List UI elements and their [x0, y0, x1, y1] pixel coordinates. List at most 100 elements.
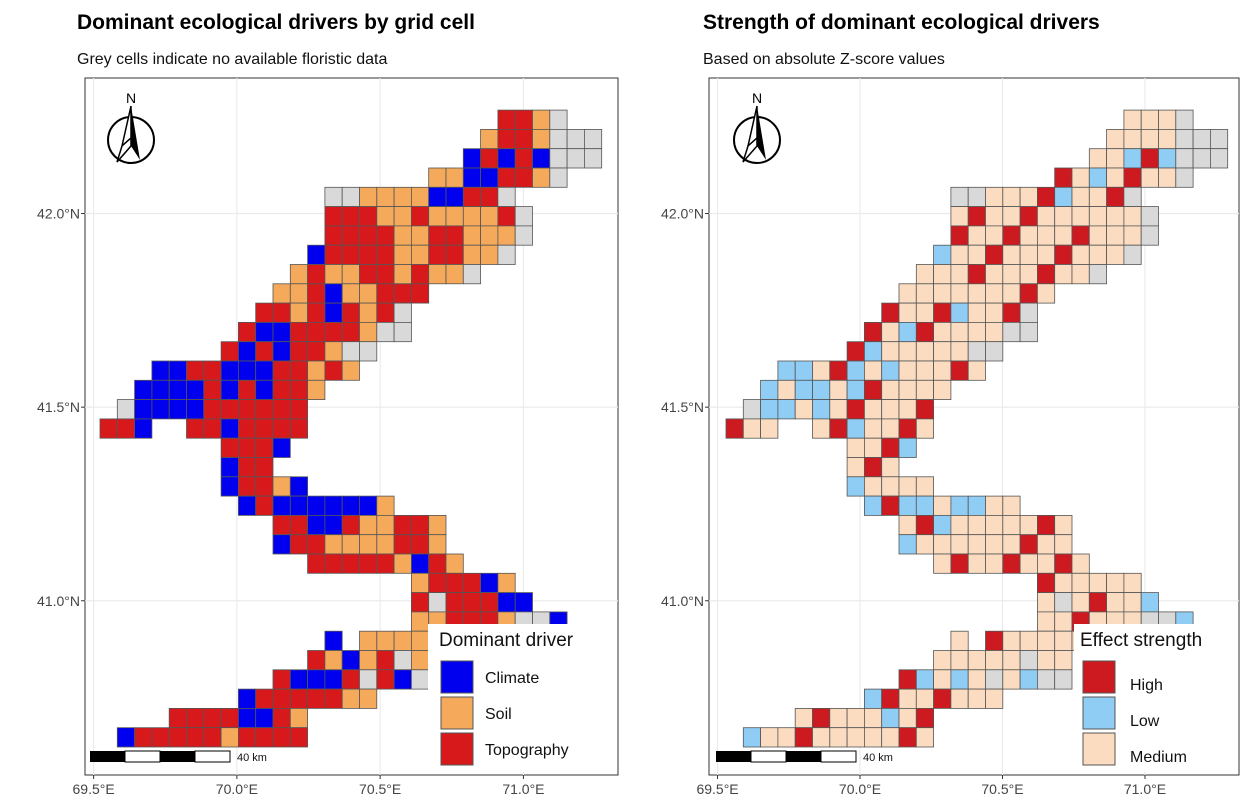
grid-cell — [289, 669, 308, 690]
grid-cell — [532, 167, 551, 188]
grid-cell — [1002, 264, 1021, 285]
grid-cell — [220, 476, 239, 497]
grid-cell — [950, 688, 969, 709]
grid-cell — [1054, 534, 1073, 555]
grid-cell — [324, 321, 343, 343]
grid-cell — [324, 206, 343, 227]
grid-cell — [1002, 553, 1021, 574]
grid-cell — [1037, 283, 1056, 304]
grid-cell — [341, 283, 360, 304]
grid-cell — [846, 727, 865, 748]
grid-cell — [410, 264, 430, 285]
grid-cell — [220, 457, 239, 478]
grid-cell — [985, 264, 1004, 285]
grid-cell — [1106, 592, 1125, 613]
x-tick-label: 71.0°E — [502, 781, 544, 797]
grid-cell — [393, 515, 412, 536]
grid-cell — [881, 379, 900, 400]
grid-cell — [846, 476, 865, 497]
grid-cell — [1002, 650, 1021, 671]
grid-cell — [186, 708, 205, 729]
grid-cell — [289, 264, 308, 285]
grid-cell — [255, 341, 274, 362]
grid-cell — [393, 244, 412, 265]
grid-cell — [760, 418, 779, 439]
grid-cell — [915, 727, 934, 748]
legend-swatch-high — [1082, 660, 1116, 694]
grid-cell — [116, 418, 136, 439]
grid-cell — [829, 727, 848, 748]
grid-cell — [272, 341, 291, 362]
grid-cell — [376, 515, 395, 536]
grid-cell — [1019, 186, 1038, 208]
grid-cell — [289, 302, 308, 323]
grid-cell — [289, 283, 308, 304]
grid-cell — [881, 495, 900, 516]
grid-cell — [203, 418, 222, 439]
grid-cell — [566, 148, 585, 169]
grid-cell — [324, 244, 343, 265]
grid-cell — [864, 341, 883, 362]
grid-cell — [307, 321, 326, 343]
grid-cell — [1088, 167, 1108, 188]
grid-cell — [289, 476, 308, 497]
grid-cell — [881, 321, 900, 343]
grid-cell — [1019, 553, 1038, 574]
grid-cell — [272, 399, 291, 420]
grid-cell — [933, 515, 952, 536]
grid-cell — [1019, 302, 1038, 323]
grid-cell — [272, 727, 291, 748]
grid-cell — [341, 206, 360, 227]
grid-cell — [151, 727, 170, 748]
x-tick-label: 69.5°E — [73, 781, 115, 797]
grid-cell — [289, 708, 308, 729]
grid-cell — [255, 399, 274, 420]
grid-cell — [341, 264, 360, 285]
grid-cell — [359, 264, 378, 285]
grid-cell — [307, 264, 326, 285]
grid-cell — [428, 592, 447, 613]
grid-cell — [272, 688, 291, 709]
grid-cell — [514, 167, 533, 188]
grid-cell — [341, 225, 360, 246]
grid-cell — [462, 148, 481, 169]
grid-cell — [1106, 225, 1125, 246]
grid-cell — [220, 727, 239, 748]
grid-cell — [1071, 553, 1090, 574]
grid-cell — [289, 360, 308, 381]
grid-cell — [272, 708, 291, 729]
grid-cell — [393, 650, 412, 671]
grid-cell — [1002, 669, 1021, 690]
grid-cell — [445, 553, 464, 574]
grid-cell — [898, 534, 917, 555]
grid-cell — [1140, 206, 1159, 227]
grid-cell — [255, 437, 274, 458]
grid-cell — [985, 225, 1004, 246]
grid-cell — [255, 495, 274, 516]
grid-cell — [410, 283, 430, 304]
grid-cell — [359, 553, 378, 574]
grid-cell — [480, 244, 499, 265]
grid-cell — [777, 727, 796, 748]
legend-label-climate: Climate — [485, 670, 539, 687]
grid-cell — [376, 495, 395, 516]
grid-cell — [237, 437, 257, 458]
grid-cell — [864, 360, 883, 381]
grid-cell — [915, 495, 934, 516]
grid-cell — [725, 418, 744, 439]
grid-cell — [514, 592, 533, 613]
grid-cell — [445, 206, 464, 227]
grid-cell — [1037, 186, 1056, 208]
grid-cell — [532, 128, 551, 150]
grid-cell — [1019, 244, 1038, 265]
grid-cell — [1002, 283, 1021, 304]
grid-cell — [220, 708, 239, 729]
grid-cell — [359, 186, 378, 208]
grid-cell — [1002, 186, 1021, 208]
grid-cell — [950, 244, 969, 265]
grid-cell — [151, 379, 170, 400]
grid-cell — [950, 650, 969, 671]
grid-cell — [393, 283, 412, 304]
grid-cell — [898, 321, 917, 343]
